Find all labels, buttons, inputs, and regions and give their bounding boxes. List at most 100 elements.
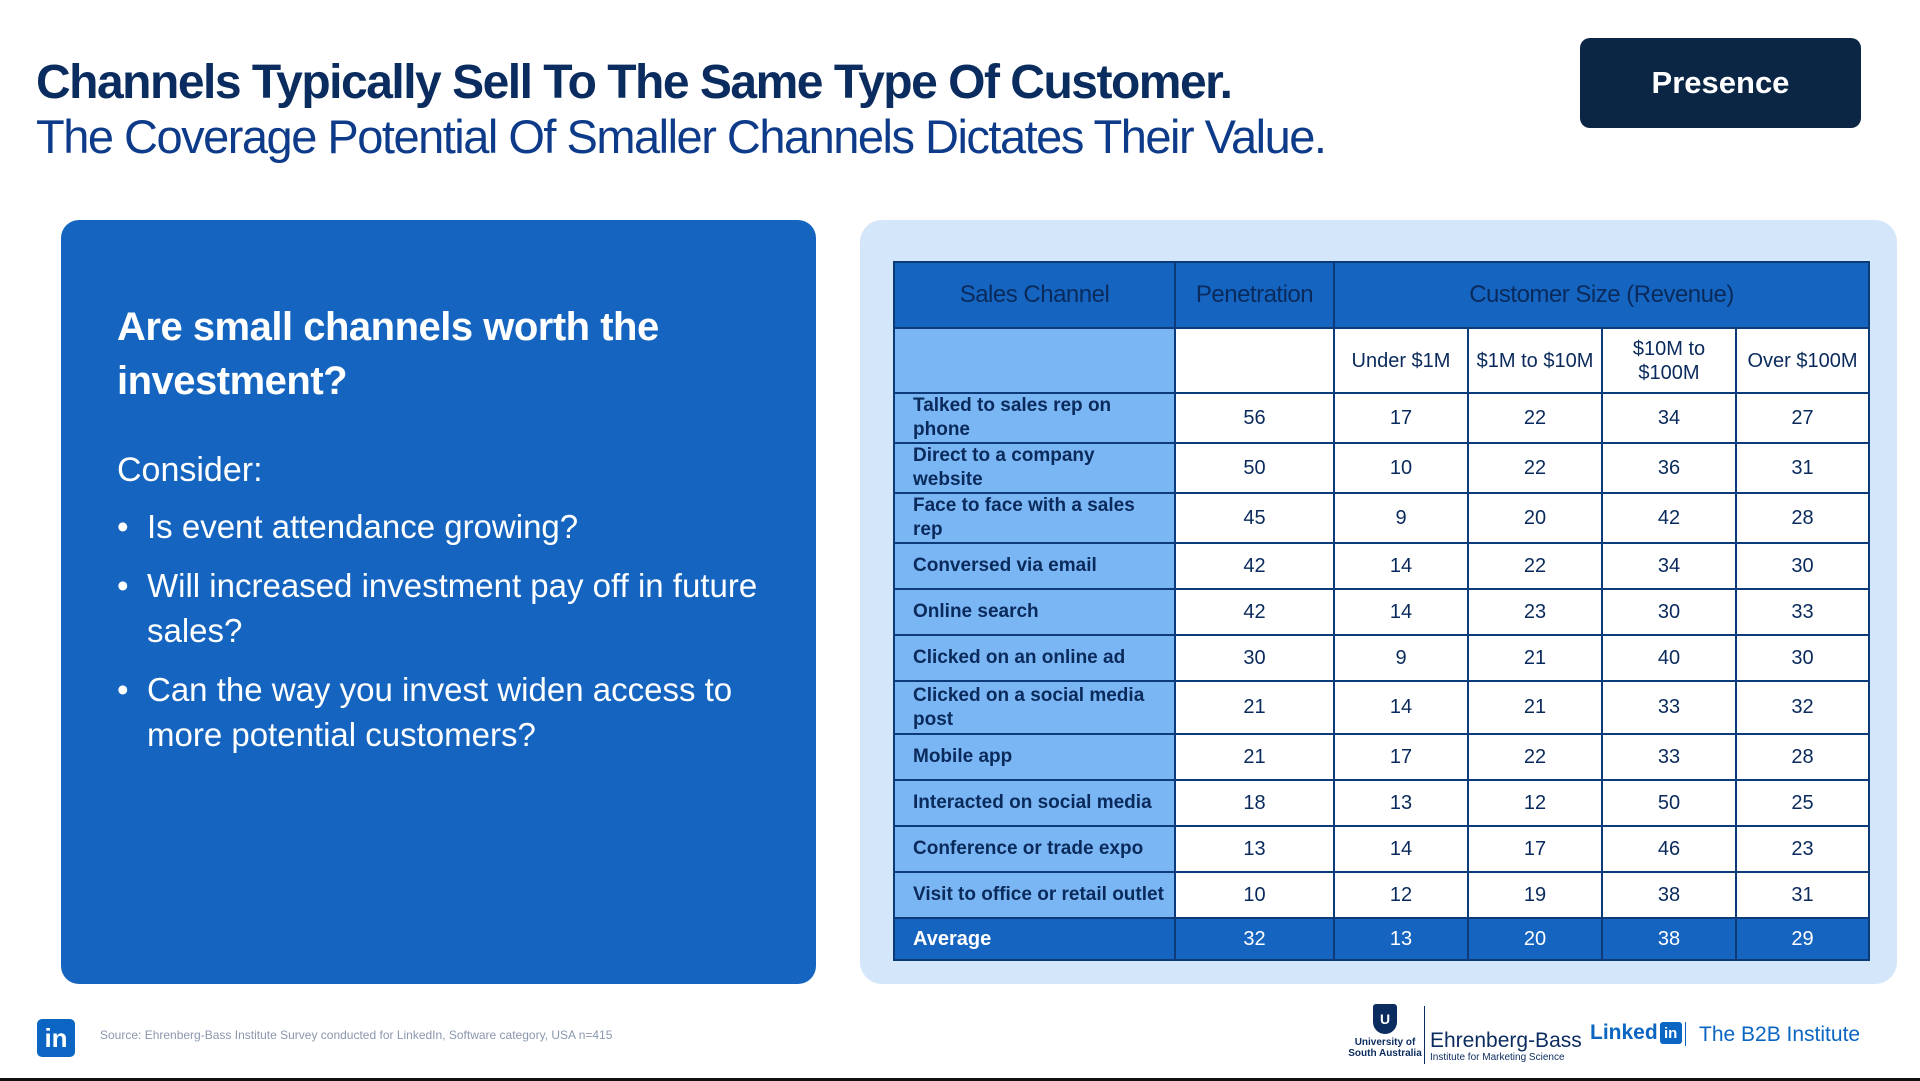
channel-cell: Conference or trade expo	[893, 825, 1176, 873]
value-cell: 23	[1467, 588, 1603, 636]
value-cell: 21	[1467, 680, 1603, 735]
average-value: 13	[1333, 917, 1469, 961]
slide-title: Channels Typically Sell To The Same Type…	[36, 56, 1327, 164]
value-cell: 17	[1333, 733, 1469, 781]
table-subheader-row: Under $1M $1M to $10M $10M to $100M Over…	[893, 327, 1871, 394]
table-header-row: Sales Channel Penetration Customer Size …	[893, 261, 1871, 329]
subheader-empty-channel	[893, 327, 1176, 394]
value-cell: 22	[1467, 442, 1603, 494]
header-customer-size: Customer Size (Revenue)	[1332, 261, 1871, 329]
value-cell: 42	[1601, 492, 1737, 544]
value-cell: 19	[1467, 871, 1603, 919]
title-line-1: Channels Typically Sell To The Same Type…	[36, 56, 1233, 109]
value-cell: 38	[1601, 871, 1737, 919]
value-cell: 20	[1467, 492, 1603, 544]
channel-cell: Talked to sales rep on phone	[893, 392, 1176, 444]
value-cell: 30	[1601, 588, 1737, 636]
value-cell: 33	[1601, 680, 1737, 735]
value-cell: 31	[1734, 871, 1871, 919]
channel-cell: Clicked on an online ad	[893, 634, 1176, 682]
table-row: Face to face with a sales rep 45 9 20 42…	[893, 492, 1871, 544]
header-penetration: Penetration	[1174, 261, 1335, 329]
linkedin-wordmark: Linked in	[1590, 1021, 1682, 1045]
value-cell: 34	[1601, 392, 1737, 444]
subheader-empty-penetration	[1174, 327, 1335, 394]
channel-cell: Online search	[893, 588, 1176, 636]
sales-channel-table: Sales Channel Penetration Customer Size …	[893, 261, 1871, 961]
header-sales-channel: Sales Channel	[893, 261, 1176, 329]
channel-cell: Mobile app	[893, 733, 1176, 781]
value-cell: 12	[1333, 871, 1469, 919]
question-panel: Are small channels worth the investment?…	[61, 220, 816, 984]
value-cell: 30	[1734, 542, 1871, 590]
value-cell: 25	[1734, 779, 1871, 827]
consider-label: Consider:	[117, 451, 263, 489]
value-cell: 46	[1601, 825, 1737, 873]
channel-cell: Conversed via email	[893, 542, 1176, 590]
table-row: Talked to sales rep on phone 56 17 22 34…	[893, 392, 1871, 444]
value-cell: 28	[1734, 733, 1871, 781]
table-row: Direct to a company website 50 10 22 36 …	[893, 442, 1871, 494]
linkedin-logo-icon: in	[37, 1019, 75, 1057]
value-cell: 14	[1333, 542, 1469, 590]
value-cell: 34	[1601, 542, 1737, 590]
presence-badge: Presence	[1580, 38, 1861, 128]
penetration-cell: 21	[1174, 680, 1335, 735]
eb-subtitle: Institute for Marketing Science	[1430, 1052, 1565, 1063]
value-cell: 36	[1601, 442, 1737, 494]
b2b-institute-label: The B2B Institute	[1699, 1023, 1861, 1046]
average-value: 38	[1601, 917, 1737, 961]
penetration-cell: 50	[1174, 442, 1335, 494]
channel-cell: Interacted on social media	[893, 779, 1176, 827]
value-cell: 22	[1467, 542, 1603, 590]
linkedin-word: Linked	[1590, 1021, 1658, 1044]
logo-divider	[1424, 1006, 1425, 1064]
penetration-cell: 42	[1174, 588, 1335, 636]
consider-bullet: Will increased investment pay off in fut…	[117, 563, 760, 653]
penetration-cell: 13	[1174, 825, 1335, 873]
table-row: Clicked on a social media post 21 14 21 …	[893, 680, 1871, 735]
bottom-rule	[0, 1078, 1920, 1081]
unisa-shield-icon: U	[1373, 1004, 1397, 1034]
channel-cell: Visit to office or retail outlet	[893, 871, 1176, 919]
table-row: Online search 42 14 23 30 33	[893, 588, 1871, 636]
channel-cell: Face to face with a sales rep	[893, 492, 1176, 544]
penetration-cell: 10	[1174, 871, 1335, 919]
title-line-2: The Coverage Potential Of Smaller Channe…	[36, 110, 1327, 163]
consider-list: Is event attendance growing? Will increa…	[117, 504, 760, 757]
table-row: Conversed via email 42 14 22 34 30	[893, 542, 1871, 590]
value-cell: 50	[1601, 779, 1737, 827]
ehrenberg-bass-logo: Ehrenberg-Bass Institute for Marketing S…	[1430, 1030, 1582, 1064]
table-row: Conference or trade expo 13 14 17 46 23	[893, 825, 1871, 873]
value-cell: 9	[1333, 492, 1469, 544]
table-row: Mobile app 21 17 22 33 28	[893, 733, 1871, 781]
source-note: Source: Ehrenberg-Bass Institute Survey …	[100, 1028, 613, 1042]
table-row: Interacted on social media 18 13 12 50 2…	[893, 779, 1871, 827]
unisa-line-2: South Australia	[1348, 1048, 1422, 1059]
penetration-cell: 45	[1174, 492, 1335, 544]
value-cell: 14	[1333, 680, 1469, 735]
penetration-cell: 42	[1174, 542, 1335, 590]
average-value: 20	[1467, 917, 1603, 961]
consider-bullet: Is event attendance growing?	[117, 504, 760, 549]
value-cell: 23	[1734, 825, 1871, 873]
value-cell: 22	[1467, 392, 1603, 444]
subheader-1m-10m: $1M to $10M	[1467, 327, 1603, 394]
value-cell: 10	[1333, 442, 1469, 494]
value-cell: 33	[1734, 588, 1871, 636]
channel-cell: Clicked on a social media post	[893, 680, 1176, 735]
value-cell: 32	[1734, 680, 1871, 735]
value-cell: 30	[1734, 634, 1871, 682]
value-cell: 9	[1333, 634, 1469, 682]
table-row: Clicked on an online ad 30 9 21 40 30	[893, 634, 1871, 682]
consider-bullet: Can the way you invest widen access to m…	[117, 667, 760, 757]
penetration-cell: 18	[1174, 779, 1335, 827]
average-penetration: 32	[1174, 917, 1335, 961]
subheader-under-1m: Under $1M	[1333, 327, 1469, 394]
unisa-line-1: University of	[1354, 1037, 1416, 1048]
channel-cell: Direct to a company website	[893, 442, 1176, 494]
value-cell: 28	[1734, 492, 1871, 544]
value-cell: 21	[1467, 634, 1603, 682]
penetration-cell: 21	[1174, 733, 1335, 781]
value-cell: 12	[1467, 779, 1603, 827]
